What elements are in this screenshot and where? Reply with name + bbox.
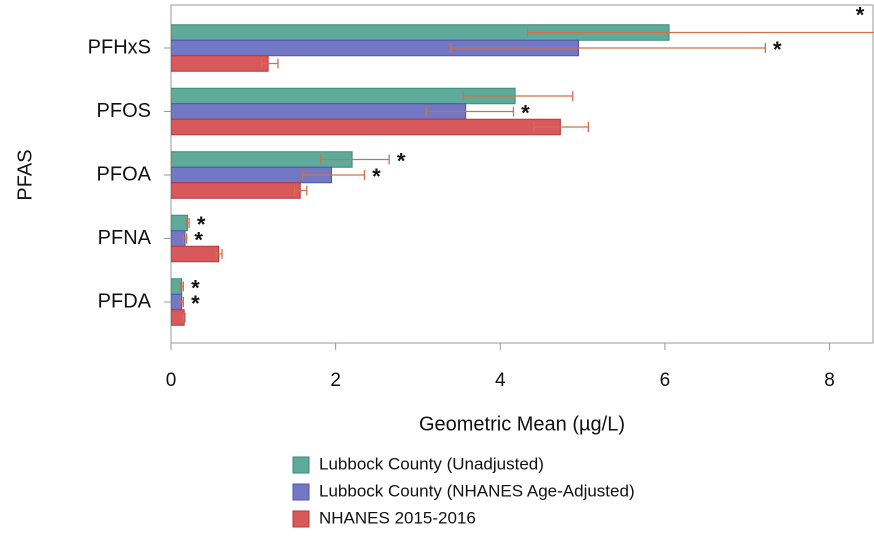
error-bar: [462, 91, 574, 101]
error-bar: [302, 170, 366, 180]
legend-label: Lubbock County (NHANES Age-Adjusted): [319, 481, 635, 500]
bar: [171, 118, 561, 136]
error-bar: [179, 297, 184, 307]
plot-area: [171, 24, 874, 326]
significance-mark: *: [773, 37, 782, 62]
y-tick-label: PFHxS: [88, 36, 151, 58]
y-tick-label: PFDA: [98, 290, 152, 312]
bar: [171, 55, 269, 72]
error-bar: [425, 106, 515, 117]
significance-mark: *: [397, 148, 406, 173]
bar: [171, 214, 188, 232]
x-tick-label: 2: [330, 370, 341, 391]
x-tick-label: 6: [660, 370, 671, 391]
error-bar: [179, 281, 184, 292]
bar: [171, 103, 467, 120]
error-bar: [526, 27, 874, 38]
x-tick-label: 8: [824, 370, 835, 391]
legend-label: NHANES 2015-2016: [319, 508, 476, 527]
y-tick-label: PFOA: [97, 163, 152, 185]
significance-mark: *: [191, 275, 200, 300]
error-bar: [215, 249, 223, 259]
bar: [171, 182, 301, 199]
x-axis-title: Geometric Mean (µg/L): [419, 413, 625, 435]
x-tick-label: 4: [495, 370, 506, 391]
legend-swatch: [292, 510, 310, 528]
bar: [171, 309, 185, 326]
y-tick-label: PFNA: [98, 227, 152, 249]
error-bar: [182, 233, 188, 244]
legend-swatch: [292, 456, 310, 474]
error-bar: [182, 312, 186, 323]
error-bar: [320, 154, 390, 165]
significance-mark: *: [521, 100, 530, 125]
significance-mark: *: [372, 164, 381, 189]
legend-swatch: [292, 483, 310, 501]
significance-mark: *: [197, 212, 206, 237]
y-tick-label: PFOS: [97, 100, 151, 122]
error-bar: [450, 43, 766, 53]
legend-label: Lubbock County (Unadjusted): [319, 454, 544, 473]
significance-mark: *: [856, 2, 865, 27]
error-bar: [185, 218, 190, 228]
x-tick-label: 0: [166, 370, 177, 391]
error-bar: [260, 58, 279, 69]
y-axis-title: PFAS: [14, 149, 36, 200]
error-bar: [533, 122, 590, 132]
significance-mark: *: [194, 227, 203, 252]
significance-mark: *: [191, 291, 200, 316]
error-bar: [293, 185, 308, 196]
